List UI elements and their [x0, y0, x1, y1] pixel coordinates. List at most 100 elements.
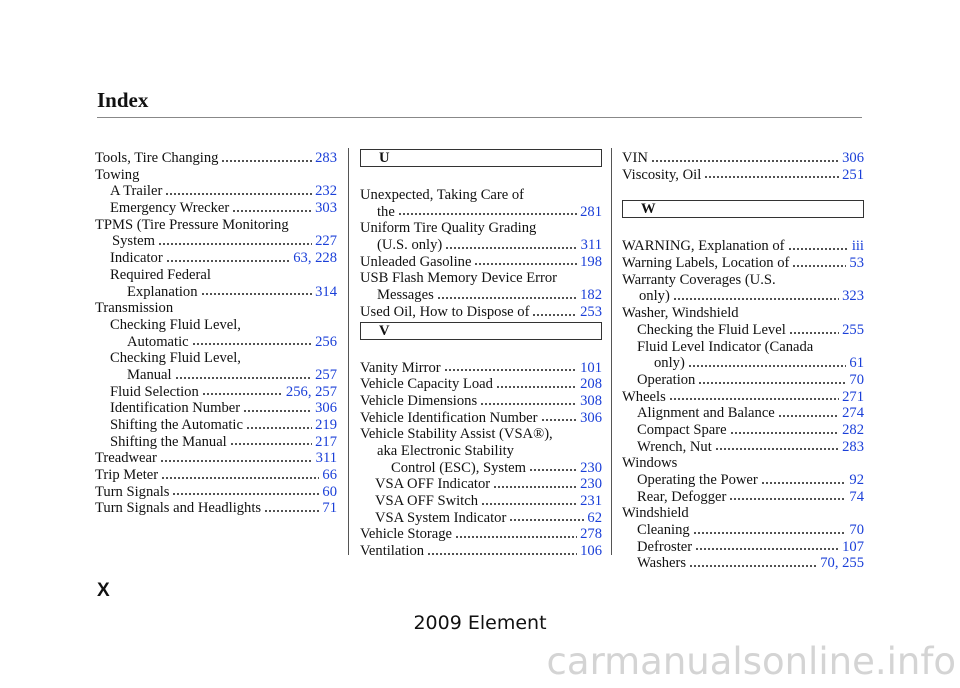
dot-leader — [692, 530, 847, 535]
index-block: VIN 306 Viscosity, Oil 251 — [622, 150, 864, 183]
index-block: V Vanity Mirror 101 Vehicle Capacity Load 20… — [360, 321, 602, 560]
entry-text: aka Electronic Stability — [377, 442, 514, 459]
page-ref: 306 — [315, 400, 337, 417]
page-ref: 274 — [842, 405, 864, 422]
index-line: Emergency Wrecker 303 — [95, 200, 337, 217]
index-line: Vehicle Stability Assist (VSA®), — [360, 426, 602, 443]
entry-text: Emergency Wrecker — [110, 200, 230, 217]
entry-text: Warranty Coverages (U.S. — [622, 271, 776, 288]
page-ref: 60 — [322, 483, 337, 500]
dot-leader — [221, 158, 313, 163]
page-ref: 283 — [842, 438, 864, 455]
entry-text: Vehicle Dimensions — [360, 392, 478, 409]
page-ref: 283 — [315, 150, 337, 166]
entry-text: Windshield — [622, 505, 689, 522]
page-ref: 278 — [580, 526, 602, 543]
index-line: Vehicle Identification Number 306 — [360, 410, 602, 427]
index-line: Required Federal — [95, 267, 337, 284]
index-line: A Trailer 232 — [95, 183, 337, 200]
index-line: Cleaning 70 — [622, 522, 864, 539]
dot-leader — [443, 368, 578, 373]
dot-leader — [698, 380, 847, 385]
page-ref: 271 — [842, 388, 864, 405]
entry-text: Turn Signals — [95, 483, 170, 500]
entry-text: VSA OFF Indicator — [375, 476, 491, 493]
dot-leader — [455, 535, 578, 540]
index-line: Compact Spare 282 — [622, 422, 864, 439]
dot-leader — [689, 564, 818, 569]
entry-text: Uniform Tire Quality Grading — [360, 220, 537, 237]
page-ref: 282 — [842, 421, 864, 438]
page-number: X — [97, 580, 110, 601]
page-ref: 53 — [849, 255, 864, 272]
entry-text: Shifting the Automatic — [110, 417, 243, 433]
dot-leader — [787, 247, 849, 252]
index-line: Towing — [95, 167, 337, 184]
index-line: Operation 70 — [622, 372, 864, 389]
dot-leader — [532, 312, 578, 317]
dot-leader — [495, 384, 578, 389]
index-line: Checking the Fluid Level 255 — [622, 322, 864, 339]
dot-leader — [777, 413, 840, 418]
entry-text: Identification Number — [110, 400, 241, 417]
page-ref: 107 — [842, 538, 864, 555]
page-ref: 66 — [322, 467, 337, 484]
dot-leader — [245, 425, 313, 430]
index-line: Transmission — [95, 300, 337, 317]
index-line: aka Electronic Stability — [360, 443, 602, 460]
entry-text: Tools, Tire Changing — [95, 150, 219, 166]
index-line: Control (ESC), System 230 — [360, 460, 602, 477]
entry-text: Checking the Fluid Level — [637, 321, 786, 338]
page-ref: 217 — [315, 433, 337, 450]
dot-leader — [397, 212, 578, 217]
dot-leader — [529, 468, 578, 473]
dot-leader — [159, 459, 313, 464]
index-line: only) 61 — [622, 355, 864, 372]
entry-text: Operating the Power — [637, 472, 758, 488]
page-ref: 182 — [580, 287, 602, 304]
entry-text: Vehicle Identification Number — [360, 409, 538, 426]
index-line: Warranty Coverages (U.S. — [622, 272, 864, 289]
page-ref: 227 — [315, 233, 337, 250]
page-ref: 92 — [849, 472, 864, 488]
page-ref: 74 — [849, 488, 864, 505]
page-ref: 63, 228 — [293, 250, 337, 267]
index-line: Wrench, Nut 283 — [622, 439, 864, 456]
entry-text: WARNING, Explanation of — [622, 238, 785, 255]
index-line: Defroster 107 — [622, 539, 864, 556]
page-ref: 323 — [842, 288, 864, 305]
entry-text: Treadwear — [95, 450, 157, 467]
page-ref: 308 — [580, 392, 602, 409]
entry-text: Unexpected, Taking Care of — [360, 187, 525, 203]
entry-text: Vehicle Capacity Load — [360, 376, 493, 393]
entry-text: Washer, Windshield — [622, 305, 739, 322]
index-line: Shifting the Manual 217 — [95, 434, 337, 451]
entry-text: Towing — [95, 166, 140, 183]
dot-leader — [788, 330, 840, 335]
dot-leader — [201, 392, 283, 397]
entry-text: Unleaded Gasoline — [360, 253, 472, 270]
entry-text: Checking Fluid Level, — [110, 316, 241, 333]
entry-text: (U.S. only) — [377, 237, 443, 254]
index-line: VIN 306 — [622, 150, 864, 167]
entry-text: Alignment and Balance — [637, 405, 775, 422]
index-line: Washers 70, 255 — [622, 555, 864, 572]
page-ref: 303 — [315, 200, 337, 217]
index-line: Identification Number 306 — [95, 400, 337, 417]
index-line: Indicator 63, 228 — [95, 250, 337, 267]
entry-text: Fluid Level Indicator (Canada — [637, 338, 814, 355]
dot-leader — [445, 245, 578, 250]
section-letter: W — [622, 200, 864, 219]
dot-leader — [436, 295, 578, 300]
index-block: Tools, Tire Changing 283 Towing A Trailer 23… — [95, 150, 337, 517]
dot-leader — [729, 497, 847, 502]
entry-text: Manual — [127, 366, 172, 383]
index-line: the 281 — [360, 204, 602, 221]
column-divider — [348, 148, 349, 555]
entry-text: Transmission — [95, 300, 174, 317]
index-column: Tools, Tire Changing 283 Towing A Trailer 23… — [95, 150, 337, 517]
index-line: Fluid Selection 256, 257 — [95, 384, 337, 401]
page-ref: 311 — [315, 450, 337, 467]
index-line: VSA System Indicator 62 — [360, 510, 602, 527]
